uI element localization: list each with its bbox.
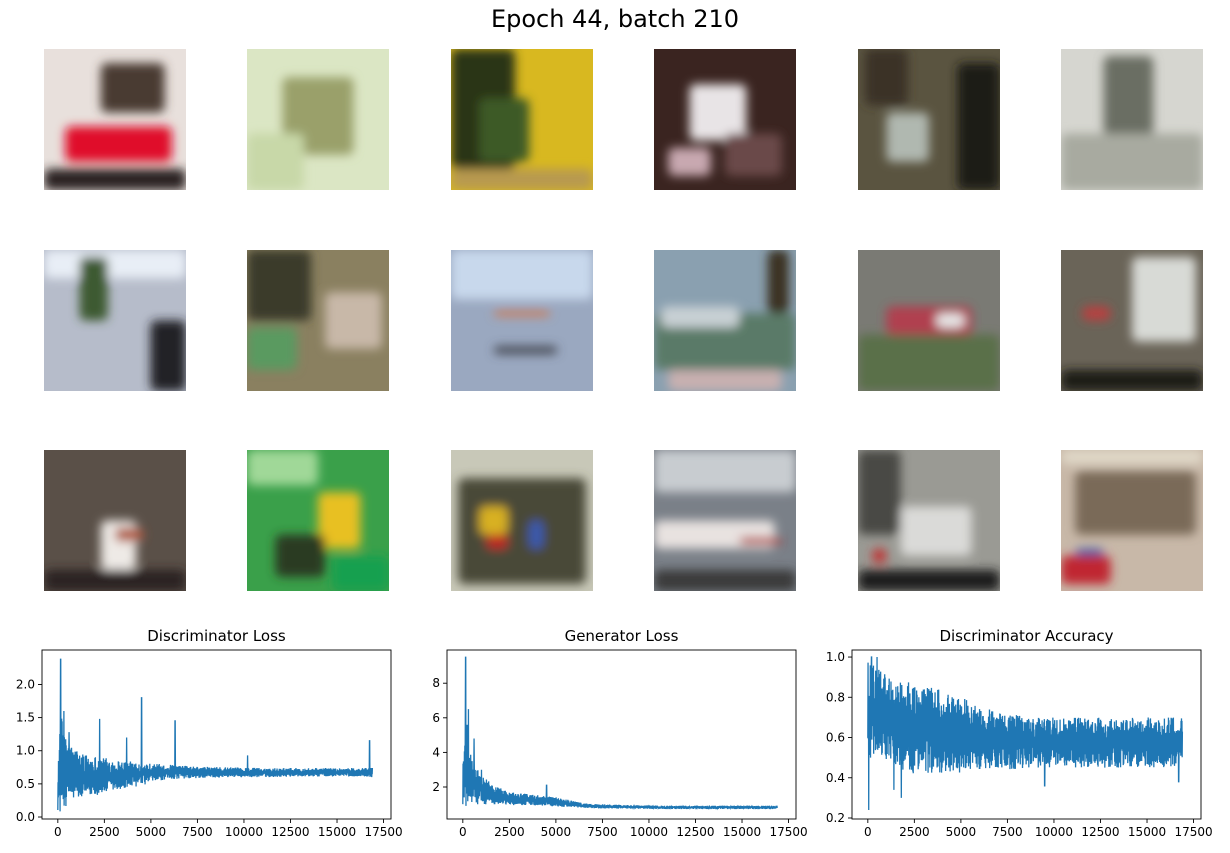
y-tick-label: 6 <box>432 711 440 725</box>
x-tick-label: 5000 <box>136 825 167 839</box>
y-tick-label: 0.0 <box>16 810 35 824</box>
y-tick-label: 4 <box>432 745 440 759</box>
discriminator-accuracy-chart: 0 2500 5000 7500 10000 12500 15000 17500 0.2 0.4 0… <box>826 649 1213 839</box>
x-tick-label: 15000 <box>1128 825 1166 839</box>
generated-sample-image <box>44 450 186 591</box>
x-tick-label: 12500 <box>271 825 309 839</box>
x-tick-label: 12500 <box>1081 825 1119 839</box>
y-tick-label: 8 <box>432 676 440 690</box>
generated-sample-image <box>44 49 186 190</box>
generated-sample-image <box>44 250 186 391</box>
y-tick-label: 1.5 <box>16 711 35 725</box>
generated-sample-image <box>1061 49 1203 190</box>
x-tick-label: 2500 <box>89 825 120 839</box>
generated-sample-image <box>451 250 593 391</box>
discriminator-loss-series-line <box>57 658 374 812</box>
discriminator-loss-title: Discriminator Loss <box>147 627 286 645</box>
x-tick-label: 0 <box>459 825 467 839</box>
x-tick-label: 5000 <box>541 825 572 839</box>
discriminator-accuracy-axes-frame <box>851 649 1202 820</box>
generated-sample-image <box>247 250 389 391</box>
generated-sample-image <box>451 49 593 190</box>
discriminator-accuracy-series-line <box>867 656 1184 810</box>
x-tick-label: 17500 <box>769 825 807 839</box>
y-tick-label: 0.4 <box>826 771 845 785</box>
generator-loss-axes-frame <box>446 649 797 820</box>
generated-sample-image <box>1061 450 1203 591</box>
x-tick-label: 12500 <box>676 825 714 839</box>
generator-loss-chart: 0 2500 5000 7500 10000 12500 15000 17500 2 4 6 8 <box>432 649 808 839</box>
discriminator-accuracy-title: Discriminator Accuracy <box>939 627 1114 645</box>
x-tick-label: 0 <box>864 825 872 839</box>
generated-sample-image <box>654 450 796 591</box>
x-tick-label: 17500 <box>1174 825 1212 839</box>
y-tick-label: 0.8 <box>826 690 845 704</box>
x-tick-label: 10000 <box>225 825 263 839</box>
x-tick-label: 5000 <box>946 825 977 839</box>
x-tick-label: 2500 <box>899 825 930 839</box>
generated-sample-image <box>858 250 1000 391</box>
x-tick-label: 7500 <box>182 825 213 839</box>
y-tick-label: 2 <box>432 780 440 794</box>
y-tick-label: 1.0 <box>826 650 845 664</box>
generator-loss-series-line <box>462 656 778 811</box>
y-tick-label: 0.6 <box>826 731 845 745</box>
figure-title: Epoch 44, batch 210 <box>490 5 740 33</box>
y-tick-label: 0.2 <box>826 811 845 825</box>
x-tick-label: 10000 <box>630 825 668 839</box>
x-tick-label: 2500 <box>494 825 525 839</box>
generator-loss-title: Generator Loss <box>564 627 679 645</box>
x-tick-label: 15000 <box>723 825 761 839</box>
discriminator-loss-chart: 0 2500 5000 7500 10000 12500 15000 17500 0.0 0.5 1… <box>16 649 403 839</box>
y-tick-label: 0.5 <box>16 777 35 791</box>
x-tick-label: 10000 <box>1035 825 1073 839</box>
generated-sample-image <box>654 49 796 190</box>
generated-sample-image <box>858 450 1000 591</box>
x-tick-label: 7500 <box>992 825 1023 839</box>
y-tick-label: 1.0 <box>16 744 35 758</box>
discriminator-loss-axes-frame <box>41 649 392 820</box>
x-tick-label: 7500 <box>587 825 618 839</box>
generated-sample-image <box>858 49 1000 190</box>
generated-sample-image <box>247 49 389 190</box>
x-tick-label: 17500 <box>364 825 402 839</box>
y-tick-label: 2.0 <box>16 677 35 691</box>
generated-sample-image <box>1061 250 1203 391</box>
generated-sample-image <box>247 450 389 591</box>
x-tick-label: 15000 <box>318 825 356 839</box>
x-tick-label: 0 <box>54 825 62 839</box>
generated-sample-image <box>654 250 796 391</box>
generated-sample-image <box>451 450 593 591</box>
